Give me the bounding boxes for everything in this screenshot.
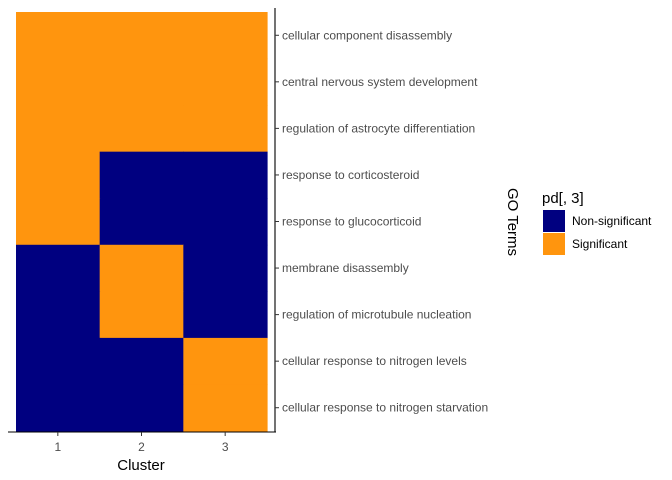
heatmap-cell [16, 337, 101, 386]
y-tick-label: membrane disassembly [282, 261, 409, 275]
legend-swatch [543, 233, 565, 255]
heatmap-cell [99, 58, 184, 106]
heatmap-cell [16, 244, 101, 292]
heatmap-cell [183, 244, 268, 292]
heatmap-cell [99, 12, 184, 60]
x-tick-label: 3 [222, 440, 229, 454]
y-tick-label: cellular component disassembly [282, 28, 452, 42]
heatmap-cell [183, 151, 268, 199]
y-tick-label: regulation of astrocyte differentiation [282, 121, 475, 135]
y-tick-label: regulation of microtubule nucleation [282, 308, 471, 322]
heatmap-cell [16, 151, 101, 199]
y-tick-label: response to corticosteroid [282, 168, 419, 182]
heatmap-cell [99, 105, 184, 153]
legend-swatch [543, 210, 565, 232]
legend-title: pd[, 3] [542, 190, 584, 207]
y-tick-label: central nervous system development [282, 75, 478, 89]
x-axis-title: Cluster [117, 457, 165, 474]
heatmap-cell [183, 198, 268, 246]
heatmap-cell [183, 384, 268, 432]
legend: pd[, 3] Non-significant Significant [542, 190, 652, 255]
y-axis-title: GO Terms [504, 188, 521, 256]
heatmap-cell [16, 291, 101, 339]
heatmap-cell [16, 12, 101, 60]
y-ticks: cellular component disassembly central ne… [275, 28, 488, 415]
heatmap-cell [16, 384, 101, 432]
legend-items: Non-significant Significant [543, 210, 652, 255]
heatmap-cells [16, 12, 268, 432]
heatmap-cell [16, 58, 101, 106]
y-tick-label: cellular response to nitrogen levels [282, 354, 467, 368]
heatmap-cell [183, 105, 268, 153]
heatmap-cell [183, 337, 268, 386]
heatmap-cell [99, 291, 184, 339]
heatmap-cell [183, 58, 268, 106]
x-ticks: 1 2 3 [54, 432, 229, 454]
legend-label: Non-significant [572, 214, 652, 228]
legend-label: Significant [572, 237, 628, 251]
heatmap-cell [183, 291, 268, 339]
heatmap-cell [99, 198, 184, 246]
heatmap-cell [16, 105, 101, 153]
heatmap-cell [183, 12, 268, 60]
heatmap-cell [99, 151, 184, 199]
heatmap-cell [99, 337, 184, 386]
heatmap-cell [16, 198, 101, 246]
x-tick-label: 2 [138, 440, 145, 454]
y-tick-label: response to glucocorticoid [282, 215, 421, 229]
y-tick-label: cellular response to nitrogen starvation [282, 401, 488, 415]
heatmap-cell [99, 384, 184, 432]
heatmap-cell [99, 244, 184, 292]
x-tick-label: 1 [54, 440, 61, 454]
